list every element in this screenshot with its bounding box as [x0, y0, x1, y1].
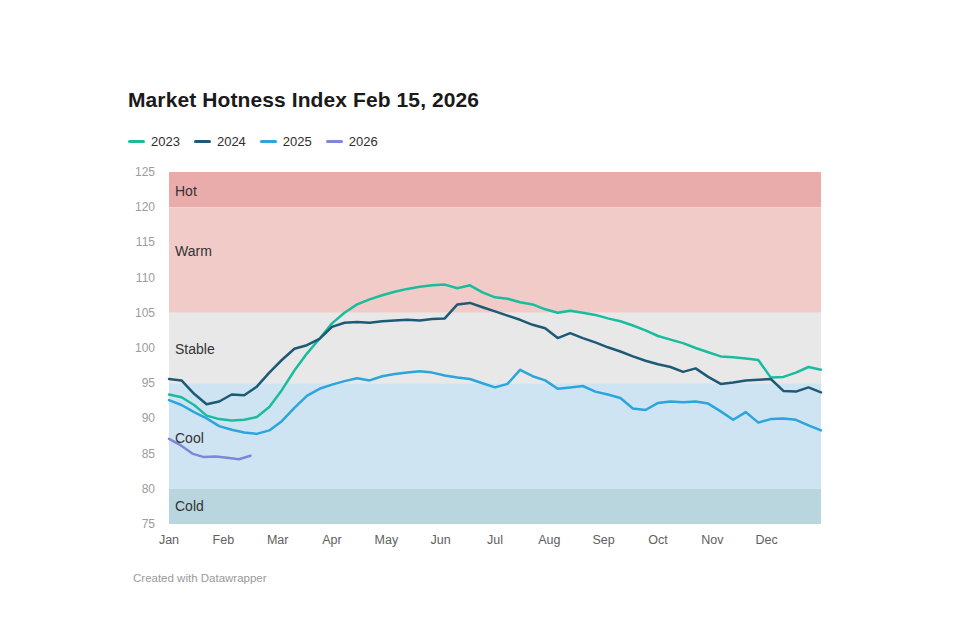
legend-item-2023[interactable]: 2023	[128, 134, 180, 149]
y-tick-125: 125	[112, 164, 155, 180]
y-tick-120: 120	[112, 199, 155, 215]
datawrapper-line-chart: Market Hotness Index Feb 15, 2026 202320…	[0, 0, 960, 640]
legend-swatch-2023	[128, 140, 145, 143]
band-label-cold: Cold	[175, 498, 204, 514]
band-label-warm: Warm	[175, 243, 212, 259]
legend-label-2023: 2023	[151, 134, 180, 149]
legend-label-2024: 2024	[217, 134, 246, 149]
x-tick-jun: Jun	[431, 532, 451, 548]
legend-item-2026[interactable]: 2026	[326, 134, 378, 149]
x-tick-nov: Nov	[701, 532, 723, 548]
x-tick-aug: Aug	[538, 532, 560, 548]
legend-swatch-2024	[194, 140, 211, 143]
legend-item-2025[interactable]: 2025	[260, 134, 312, 149]
band-label-stable: Stable	[175, 341, 215, 357]
x-tick-may: May	[375, 532, 399, 548]
y-tick-85: 85	[112, 446, 155, 462]
x-tick-dec: Dec	[756, 532, 778, 548]
x-tick-apr: Apr	[322, 532, 341, 548]
band-hot	[169, 172, 821, 207]
chart-title: Market Hotness Index Feb 15, 2026	[128, 88, 479, 112]
plot-area	[169, 172, 821, 524]
y-tick-90: 90	[112, 410, 155, 426]
band-label-hot: Hot	[175, 183, 197, 199]
legend-swatch-2026	[326, 140, 343, 143]
y-tick-75: 75	[112, 516, 155, 532]
x-tick-mar: Mar	[267, 532, 289, 548]
y-tick-100: 100	[112, 340, 155, 356]
legend-label-2025: 2025	[283, 134, 312, 149]
x-tick-sep: Sep	[593, 532, 615, 548]
attribution-text: Created with Datawrapper	[133, 572, 267, 584]
x-tick-jul: Jul	[487, 532, 503, 548]
legend-label-2026: 2026	[349, 134, 378, 149]
band-label-cool: Cool	[175, 430, 204, 446]
legend-item-2024[interactable]: 2024	[194, 134, 246, 149]
x-tick-jan: Jan	[159, 532, 179, 548]
y-tick-80: 80	[112, 481, 155, 497]
chart-legend: 2023 2024 2025 2026	[128, 134, 378, 149]
y-tick-110: 110	[112, 270, 155, 286]
y-tick-115: 115	[112, 234, 155, 250]
legend-swatch-2025	[260, 140, 277, 143]
y-tick-95: 95	[112, 375, 155, 391]
band-cold	[169, 489, 821, 524]
y-tick-105: 105	[112, 305, 155, 321]
band-cool	[169, 383, 821, 489]
x-tick-feb: Feb	[213, 532, 235, 548]
x-tick-oct: Oct	[648, 532, 667, 548]
band-stable	[169, 313, 821, 383]
